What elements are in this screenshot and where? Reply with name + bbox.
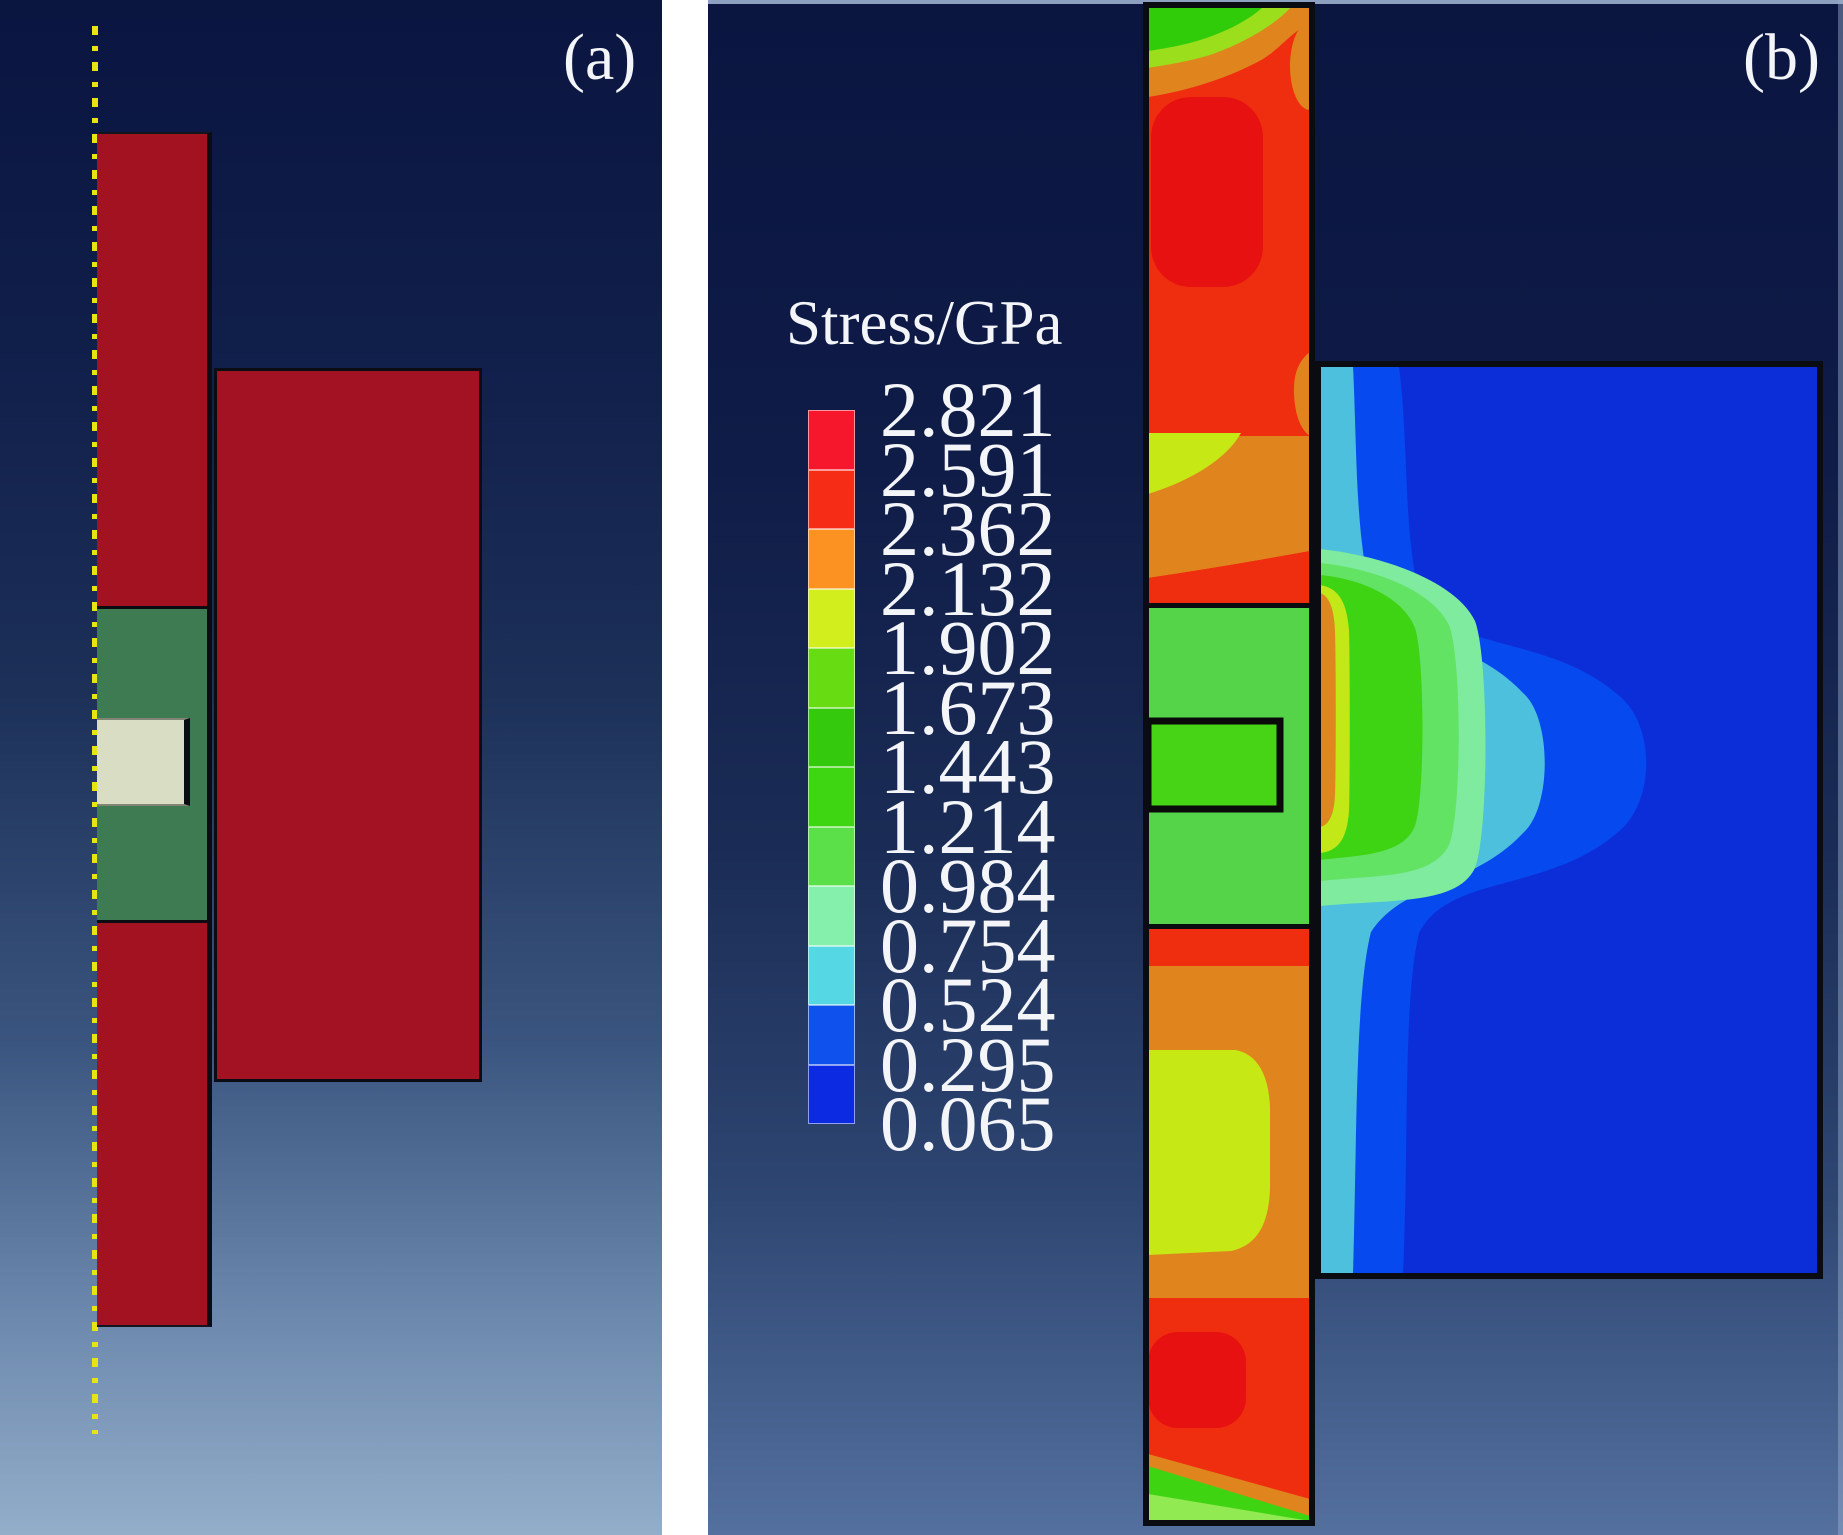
legend-tick-label: 1.443 bbox=[880, 723, 1056, 810]
legend-tick-label: 1.673 bbox=[880, 663, 1056, 751]
panel-b-label: (b) bbox=[1743, 21, 1820, 94]
band-yellowgreen-mid bbox=[1148, 433, 1241, 494]
band-orange-edge-blob bbox=[1293, 352, 1310, 436]
band-orange-notch bbox=[1290, 22, 1310, 110]
legend-title: Stress/GPa bbox=[786, 288, 1063, 358]
band-red-mid bbox=[1148, 551, 1310, 603]
legend-swatch bbox=[808, 707, 855, 767]
legend-swatch bbox=[808, 529, 855, 589]
legend-swatch bbox=[808, 588, 855, 648]
legend-tick-label: 2.591 bbox=[880, 425, 1056, 513]
legend-swatch bbox=[808, 945, 855, 1005]
legend-tick-label: 1.214 bbox=[880, 782, 1056, 870]
block-border bbox=[1315, 361, 1823, 1279]
stress-column-svg bbox=[1143, 2, 1315, 1526]
legend-swatch bbox=[808, 1005, 855, 1065]
panel-b-contour: (b) Stress/GPa 2.821 2.591 2.362 2.13 bbox=[708, 0, 1843, 1535]
panel-a-geometry: (a) bbox=[0, 0, 662, 1535]
legend-swatch bbox=[808, 648, 855, 708]
legend-tick-label: 0.524 bbox=[880, 961, 1056, 1048]
legend-tick-label: 0.984 bbox=[880, 842, 1056, 929]
panel-a-label: (a) bbox=[563, 21, 637, 94]
legend-tick-label: 0.065 bbox=[880, 1080, 1056, 1167]
main-body-red bbox=[214, 368, 482, 1082]
symmetry-centerline bbox=[92, 26, 98, 1434]
legend-tick-label: 1.902 bbox=[880, 604, 1056, 691]
legend-tick-label: 2.362 bbox=[880, 485, 1056, 572]
panel-divider bbox=[662, 0, 708, 1535]
band-red-core-top bbox=[1151, 97, 1263, 287]
band-yellowgreen-lower bbox=[1148, 1050, 1270, 1255]
legend-tick-label: 2.821 bbox=[880, 366, 1056, 453]
stress-block-svg bbox=[1315, 361, 1823, 1279]
band-green-cap bbox=[1148, 7, 1263, 51]
boundary-line bbox=[1148, 603, 1310, 608]
column-border bbox=[1143, 2, 1315, 1526]
band-red-lower bbox=[1148, 929, 1310, 966]
legend-swatch bbox=[808, 469, 855, 529]
band-lightgreen-bottom bbox=[1148, 1494, 1310, 1521]
boundary-line bbox=[1148, 924, 1310, 929]
legend-swatch bbox=[808, 826, 855, 886]
legend-tick-label: 0.295 bbox=[880, 1020, 1056, 1108]
insert-outline-rect bbox=[1148, 717, 1284, 813]
legend-swatch bbox=[808, 410, 855, 470]
legend-swatch bbox=[808, 1064, 855, 1124]
insert-block-cream bbox=[97, 718, 190, 806]
legend-tick-label: 2.132 bbox=[880, 544, 1056, 632]
legend-swatch-column bbox=[808, 410, 855, 1124]
legend-tick-label: 0.754 bbox=[880, 901, 1056, 989]
band-orange-interface bbox=[1320, 593, 1336, 827]
plot-right-edge bbox=[1838, 0, 1843, 1535]
legend-swatch bbox=[808, 886, 855, 946]
legend-swatch bbox=[808, 767, 855, 827]
band-red-core-bottom bbox=[1148, 1332, 1246, 1428]
